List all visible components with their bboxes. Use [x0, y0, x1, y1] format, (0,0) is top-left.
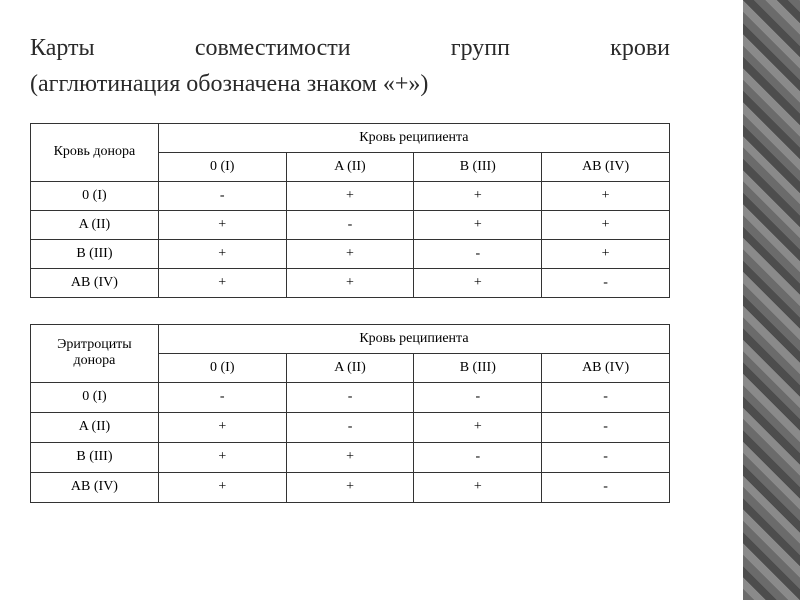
table1-cell: +	[542, 210, 670, 239]
table-row: B (III) + + - +	[31, 239, 670, 268]
table1-donor-header: Кровь донора	[31, 123, 159, 181]
table2-cell: +	[158, 412, 286, 442]
table1-row-label: A (II)	[31, 210, 159, 239]
table2-cell: -	[542, 382, 670, 412]
table2-cell: +	[158, 472, 286, 502]
table2-cell: -	[158, 382, 286, 412]
table1-cell: +	[286, 181, 414, 210]
table2-cell: +	[158, 442, 286, 472]
table1-cell: +	[158, 239, 286, 268]
table2-cell: +	[286, 472, 414, 502]
table1-cell: -	[542, 268, 670, 297]
table1-cell: +	[158, 210, 286, 239]
table1-cell: +	[414, 268, 542, 297]
table2-group-header: 0 (I)	[158, 353, 286, 382]
table1-cell: +	[286, 239, 414, 268]
table2-row-label: 0 (I)	[31, 382, 159, 412]
page-title-line2: (агглютинация обозначена знаком «+»)	[30, 68, 670, 100]
table2-cell: -	[286, 382, 414, 412]
table-row: A (II) + - + +	[31, 210, 670, 239]
table1-cell: +	[542, 181, 670, 210]
table2-group-header: AB (IV)	[542, 353, 670, 382]
table1-group-header: B (III)	[414, 152, 542, 181]
table1-cell: +	[542, 239, 670, 268]
table2-cell: -	[414, 442, 542, 472]
slide-content: Карты совместимости групп крови (агглюти…	[0, 0, 740, 549]
compatibility-table-1: Кровь донора Кровь реципиента 0 (I) A (I…	[30, 123, 670, 298]
table-row: AB (IV) + + + -	[31, 268, 670, 297]
table1-recipient-header: Кровь реципиента	[158, 123, 669, 152]
table2-cell: -	[286, 412, 414, 442]
table1-cell: +	[286, 268, 414, 297]
table2-donor-header: Эритроциты донора	[31, 324, 159, 382]
table2-cell: -	[542, 442, 670, 472]
table2-cell: +	[414, 472, 542, 502]
table2-recipient-header: Кровь реципиента	[158, 324, 669, 353]
table1-cell: -	[414, 239, 542, 268]
compatibility-table-2: Эритроциты донора Кровь реципиента 0 (I)…	[30, 324, 670, 503]
table1-cell: -	[158, 181, 286, 210]
table-row: 0 (I) - - - -	[31, 382, 670, 412]
table2-row-label: A (II)	[31, 412, 159, 442]
table1-cell: +	[158, 268, 286, 297]
table1-cell: +	[414, 181, 542, 210]
table1-group-header: 0 (I)	[158, 152, 286, 181]
table1-row-label: 0 (I)	[31, 181, 159, 210]
table2-cell: -	[542, 412, 670, 442]
table-row: AB (IV) + + + -	[31, 472, 670, 502]
table2-cell: -	[414, 382, 542, 412]
page-title-line1: Карты совместимости групп крови	[30, 32, 670, 64]
table2-donor-header-line1: Эритроциты	[57, 337, 132, 352]
table-row: B (III) + + - -	[31, 442, 670, 472]
table2-donor-header-line2: донора	[74, 353, 116, 368]
table1-row-label: AB (IV)	[31, 268, 159, 297]
table2-group-header: B (III)	[414, 353, 542, 382]
table-row: 0 (I) - + + +	[31, 181, 670, 210]
table2-cell: -	[542, 472, 670, 502]
table2-group-header: A (II)	[286, 353, 414, 382]
table2-cell: +	[286, 442, 414, 472]
table2-cell: +	[414, 412, 542, 442]
table2-row-label: B (III)	[31, 442, 159, 472]
table-row: A (II) + - + -	[31, 412, 670, 442]
table1-group-header: AB (IV)	[542, 152, 670, 181]
table2-row-label: AB (IV)	[31, 472, 159, 502]
table1-group-header: A (II)	[286, 152, 414, 181]
decorative-sidebar	[740, 0, 800, 600]
table1-cell: +	[414, 210, 542, 239]
table1-cell: -	[286, 210, 414, 239]
table1-row-label: B (III)	[31, 239, 159, 268]
